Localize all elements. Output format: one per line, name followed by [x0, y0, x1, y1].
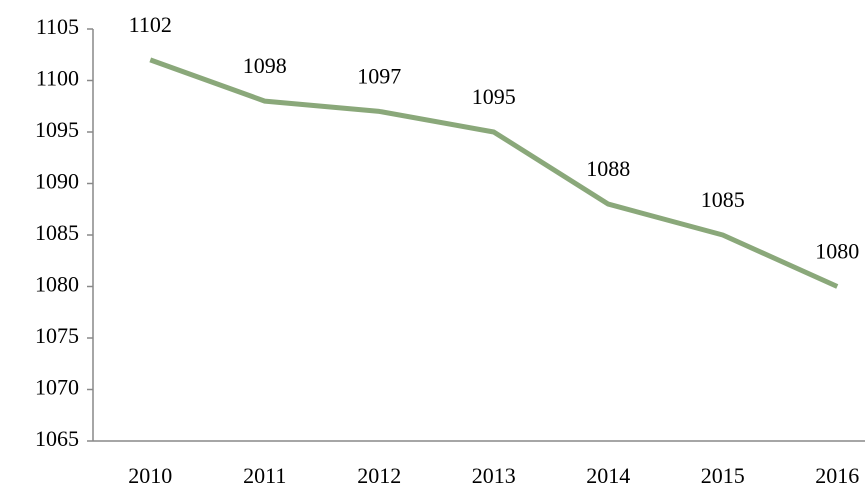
x-tick-label: 2016	[815, 463, 859, 488]
data-label: 1098	[243, 53, 287, 78]
y-tick-label: 1070	[35, 375, 79, 400]
y-tick-label: 1090	[35, 169, 79, 194]
x-tick-label: 2011	[243, 463, 286, 488]
data-label: 1095	[472, 84, 516, 109]
data-label: 1088	[586, 156, 630, 181]
line-series	[149, 57, 839, 289]
x-tick-label: 2012	[357, 463, 401, 488]
y-tick-label: 1105	[36, 14, 79, 39]
data-label: 1097	[357, 63, 401, 88]
data-label: 1085	[701, 187, 745, 212]
x-tick-label: 2015	[701, 463, 745, 488]
data-label: 1080	[815, 239, 859, 264]
x-tick-label: 2014	[586, 463, 630, 488]
y-tick-label: 1100	[36, 66, 79, 91]
y-tick-label: 1065	[35, 426, 79, 451]
y-tick-label: 1075	[35, 323, 79, 348]
x-tick-label: 2013	[472, 463, 516, 488]
y-tick-label: 1080	[35, 272, 79, 297]
y-tick-label: 1095	[35, 117, 79, 142]
x-tick-label: 2010	[128, 463, 172, 488]
data-label: 1102	[129, 12, 172, 37]
y-tick-label: 1085	[35, 220, 79, 245]
